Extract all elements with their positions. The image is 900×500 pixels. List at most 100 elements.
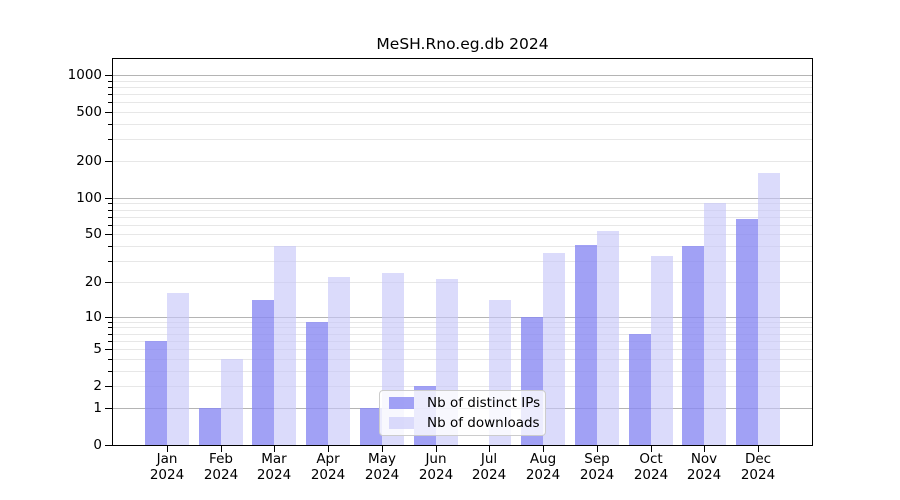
- x-tick-month: Feb: [209, 451, 233, 467]
- x-tick-month: Nov: [690, 451, 718, 467]
- x-tick-mark: [704, 446, 705, 452]
- x-tick-label: Dec 2024: [713, 451, 803, 483]
- y-minor-tick-mark: [108, 203, 112, 204]
- y-minor-tick-mark: [108, 341, 112, 342]
- y-tick-label: 50: [84, 226, 102, 242]
- x-tick-mark: [758, 446, 759, 452]
- y-minor-tick-mark: [108, 282, 112, 283]
- y-minor-tick-mark: [108, 81, 112, 82]
- bar-downloads: [651, 256, 673, 445]
- y-minor-tick-mark: [108, 210, 112, 211]
- x-tick-month: Jun: [425, 451, 447, 467]
- bar-downloads: [758, 173, 780, 445]
- y-gridline-major: [113, 317, 812, 318]
- y-gridline-minor: [113, 282, 812, 283]
- y-gridline-minor: [113, 112, 812, 113]
- y-gridline-minor: [113, 246, 812, 247]
- y-gridline-minor: [113, 94, 812, 95]
- y-gridline-minor: [113, 203, 812, 204]
- y-tick-label: 1000: [67, 67, 102, 83]
- x-tick-mark: [382, 446, 383, 452]
- y-minor-tick-mark: [108, 327, 112, 328]
- x-tick-year: 2024: [203, 466, 239, 483]
- x-tick-month: Apr: [316, 451, 340, 467]
- bar-downloads: [543, 253, 565, 445]
- y-minor-tick-mark: [108, 217, 112, 218]
- x-tick-label: Oct 2024: [606, 451, 696, 483]
- bar-distinct-ips: [629, 334, 651, 445]
- x-tick-year: 2024: [686, 466, 722, 483]
- y-tick-label: 20: [84, 274, 102, 290]
- y-tick-mark: [105, 198, 112, 199]
- x-tick-label: Jan 2024: [122, 451, 212, 483]
- bar-downloads: [328, 277, 350, 445]
- x-tick-year: 2024: [364, 466, 400, 483]
- y-tick-label: 0: [93, 437, 102, 453]
- y-minor-tick-mark: [108, 124, 112, 125]
- bar-distinct-ips: [252, 300, 274, 445]
- x-tick-year: 2024: [633, 466, 669, 483]
- y-tick-label: 2: [93, 378, 102, 394]
- y-gridline-minor: [113, 234, 812, 235]
- x-tick-mark: [436, 446, 437, 452]
- bar-distinct-ips: [145, 341, 167, 445]
- x-tick-year: 2024: [471, 466, 507, 483]
- y-gridline-major: [113, 198, 812, 199]
- x-tick-label: Apr 2024: [283, 451, 373, 483]
- y-tick-mark: [105, 317, 112, 318]
- y-minor-tick-mark: [108, 94, 112, 95]
- x-tick-year: 2024: [418, 466, 454, 483]
- y-tick-mark: [105, 75, 112, 76]
- x-tick-mark: [597, 446, 598, 452]
- y-minor-tick-mark: [108, 234, 112, 235]
- y-gridline-minor: [113, 124, 812, 125]
- chart-title: MeSH.Rno.eg.db 2024: [376, 35, 549, 53]
- legend-swatch-downloads: [389, 416, 414, 429]
- x-tick-mark: [651, 446, 652, 452]
- y-gridline-minor: [113, 334, 812, 335]
- x-tick-year: 2024: [740, 466, 776, 483]
- x-tick-mark: [221, 446, 222, 452]
- x-tick-mark: [328, 446, 329, 452]
- legend-swatch-distinct-ips: [389, 397, 414, 410]
- y-tick-mark: [105, 445, 112, 446]
- x-tick-label: Jul 2024: [444, 451, 534, 483]
- x-tick-label: Feb 2024: [176, 451, 266, 483]
- y-minor-tick-mark: [108, 161, 112, 162]
- y-gridline-minor: [113, 327, 812, 328]
- x-tick-month: Mar: [261, 451, 287, 467]
- x-tick-mark: [543, 446, 544, 452]
- x-tick-month: Aug: [529, 451, 557, 467]
- y-minor-tick-mark: [108, 87, 112, 88]
- y-gridline-minor: [113, 217, 812, 218]
- y-gridline-minor: [113, 386, 812, 387]
- x-tick-mark: [274, 446, 275, 452]
- y-tick-label: 1: [93, 400, 102, 416]
- x-tick-month: May: [368, 451, 396, 467]
- y-gridline-minor: [113, 81, 812, 82]
- y-gridline-minor: [113, 341, 812, 342]
- plot-area: [112, 58, 813, 446]
- y-gridline-minor: [113, 261, 812, 262]
- x-tick-mark: [167, 446, 168, 452]
- y-gridline-minor: [113, 371, 812, 372]
- bar-downloads: [274, 246, 296, 445]
- y-tick-label: 100: [76, 190, 102, 206]
- y-tick-label: 5: [93, 341, 102, 357]
- x-tick-year: 2024: [149, 466, 185, 483]
- bar-downloads: [704, 203, 726, 445]
- y-tick-mark: [105, 408, 112, 409]
- y-minor-tick-mark: [108, 112, 112, 113]
- legend: Nb of distinct IPs Nb of downloads: [379, 390, 546, 436]
- y-gridline-minor: [113, 225, 812, 226]
- y-tick-label: 200: [76, 153, 102, 169]
- y-gridline-minor: [113, 210, 812, 211]
- y-minor-tick-mark: [108, 386, 112, 387]
- y-tick-label: 500: [76, 104, 102, 120]
- bar-distinct-ips: [306, 322, 328, 445]
- x-tick-label: Nov 2024: [659, 451, 749, 483]
- bar-distinct-ips: [682, 246, 704, 445]
- legend-item-distinct-ips: Nb of distinct IPs: [389, 395, 540, 412]
- y-gridline-minor: [113, 349, 812, 350]
